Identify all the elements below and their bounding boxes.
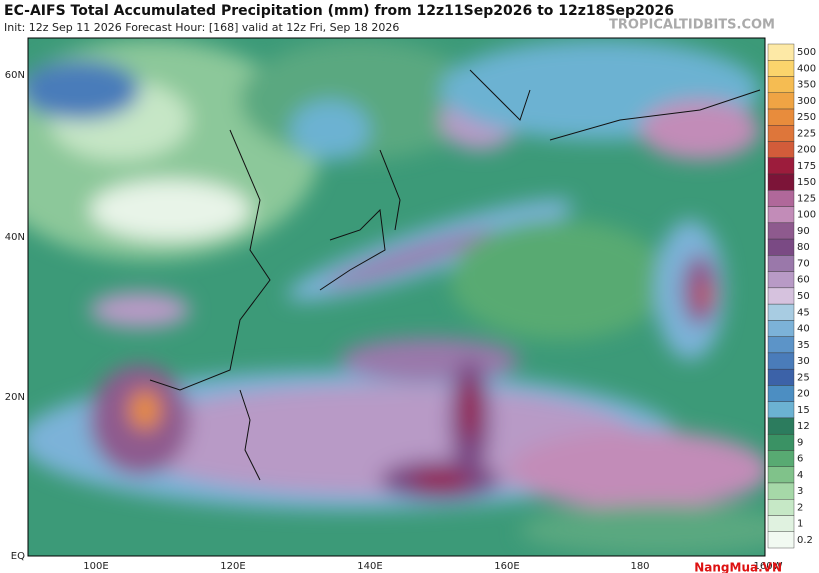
colorbar-swatch	[767, 385, 795, 402]
colorbar-swatch	[767, 141, 795, 159]
colorbar-label: 50	[797, 291, 810, 302]
colorbar-label: 3	[797, 486, 803, 497]
colorbar-label: 90	[797, 226, 810, 237]
colorbar-label: 300	[797, 96, 816, 107]
colorbar-label: 400	[797, 63, 816, 74]
colorbar-swatch	[767, 43, 795, 61]
colorbar-label: 45	[797, 307, 810, 318]
axis-labels: 60N 40N 20N EQ 100E 120E 140E 160E 180 160W	[5, 70, 783, 572]
colorbar-label: 40	[797, 324, 810, 335]
lon-label: 140E	[357, 561, 382, 572]
colorbar-label: 200	[797, 145, 816, 156]
colorbar-swatch	[767, 206, 795, 224]
colorbar-label: 9	[797, 437, 803, 448]
lon-label: 160E	[494, 561, 519, 572]
colorbar-swatch	[767, 287, 795, 305]
colorbar-swatch	[767, 515, 795, 532]
colorbar-swatch	[767, 76, 795, 93]
colorbar-swatch	[767, 482, 795, 500]
colorbar-label: 70	[797, 258, 810, 269]
colorbar: 5004003503002502252001751501251009080706…	[767, 43, 816, 549]
lat-label: 40N	[5, 232, 25, 243]
colorbar-swatch	[767, 417, 795, 435]
colorbar-label: 15	[797, 405, 810, 416]
colorbar-swatch	[767, 320, 795, 337]
colorbar-label: 35	[797, 340, 810, 351]
colorbar-swatch	[767, 190, 795, 207]
colorbar-label: 30	[797, 356, 810, 367]
colorbar-swatch	[767, 352, 795, 370]
colorbar-swatch	[767, 173, 795, 191]
colorbar-swatch	[767, 222, 795, 240]
colorbar-swatch	[767, 401, 795, 419]
colorbar-label: 500	[797, 47, 816, 58]
subtitle: Init: 12z Sep 11 2026 Forecast Hour: [16…	[4, 21, 399, 34]
colorbar-label: 350	[797, 80, 816, 91]
colorbar-swatch	[767, 92, 795, 110]
colorbar-label: 175	[797, 161, 816, 172]
colorbar-swatch	[767, 238, 795, 256]
lat-label: EQ	[11, 551, 25, 562]
colorbar-swatch	[767, 255, 795, 272]
map-frame	[27, 37, 766, 557]
colorbar-label: 225	[797, 128, 816, 139]
colorbar-swatch	[767, 303, 795, 321]
colorbar-swatch	[767, 433, 795, 451]
colorbar-swatch	[767, 336, 795, 354]
precip-field	[28, 38, 765, 556]
colorbar-label: 100	[797, 210, 816, 221]
colorbar-swatch	[767, 271, 795, 289]
colorbar-label: 4	[797, 470, 803, 481]
colorbar-label: 1	[797, 519, 803, 530]
colorbar-label: 60	[797, 275, 810, 286]
lon-label: 120E	[220, 561, 245, 572]
colorbar-swatch	[767, 60, 795, 77]
lat-label: 20N	[5, 392, 25, 403]
colorbar-label: 12	[797, 421, 810, 432]
colorbar-swatch	[767, 499, 795, 516]
colorbar-swatch	[767, 531, 795, 549]
colorbar-label: 2	[797, 502, 803, 513]
logo: NangMua.VN	[694, 561, 782, 573]
colorbar-swatch	[767, 368, 795, 386]
watermark: TROPICALTIDBITS.COM	[609, 18, 775, 33]
lon-label: 180	[630, 561, 649, 572]
colorbar-swatch	[767, 108, 795, 126]
colorbar-label: 150	[797, 177, 816, 188]
colorbar-label: 250	[797, 112, 816, 123]
lon-label: 100E	[83, 561, 108, 572]
colorbar-label: 80	[797, 242, 810, 253]
colorbar-swatch	[767, 157, 795, 175]
lat-label: 60N	[5, 70, 25, 81]
colorbar-swatch	[767, 466, 795, 484]
coastlines	[149, 69, 761, 481]
title: EC-AIFS Total Accumulated Precipitation …	[4, 3, 674, 19]
colorbar-label: 25	[797, 372, 810, 383]
colorbar-swatch	[767, 125, 795, 142]
colorbar-label: 0.2	[797, 535, 813, 546]
colorbar-label: 20	[797, 389, 810, 400]
colorbar-label: 125	[797, 193, 816, 204]
colorbar-label: 6	[797, 454, 803, 465]
lon-label: 160W	[754, 561, 783, 572]
colorbar-swatch	[767, 450, 795, 467]
